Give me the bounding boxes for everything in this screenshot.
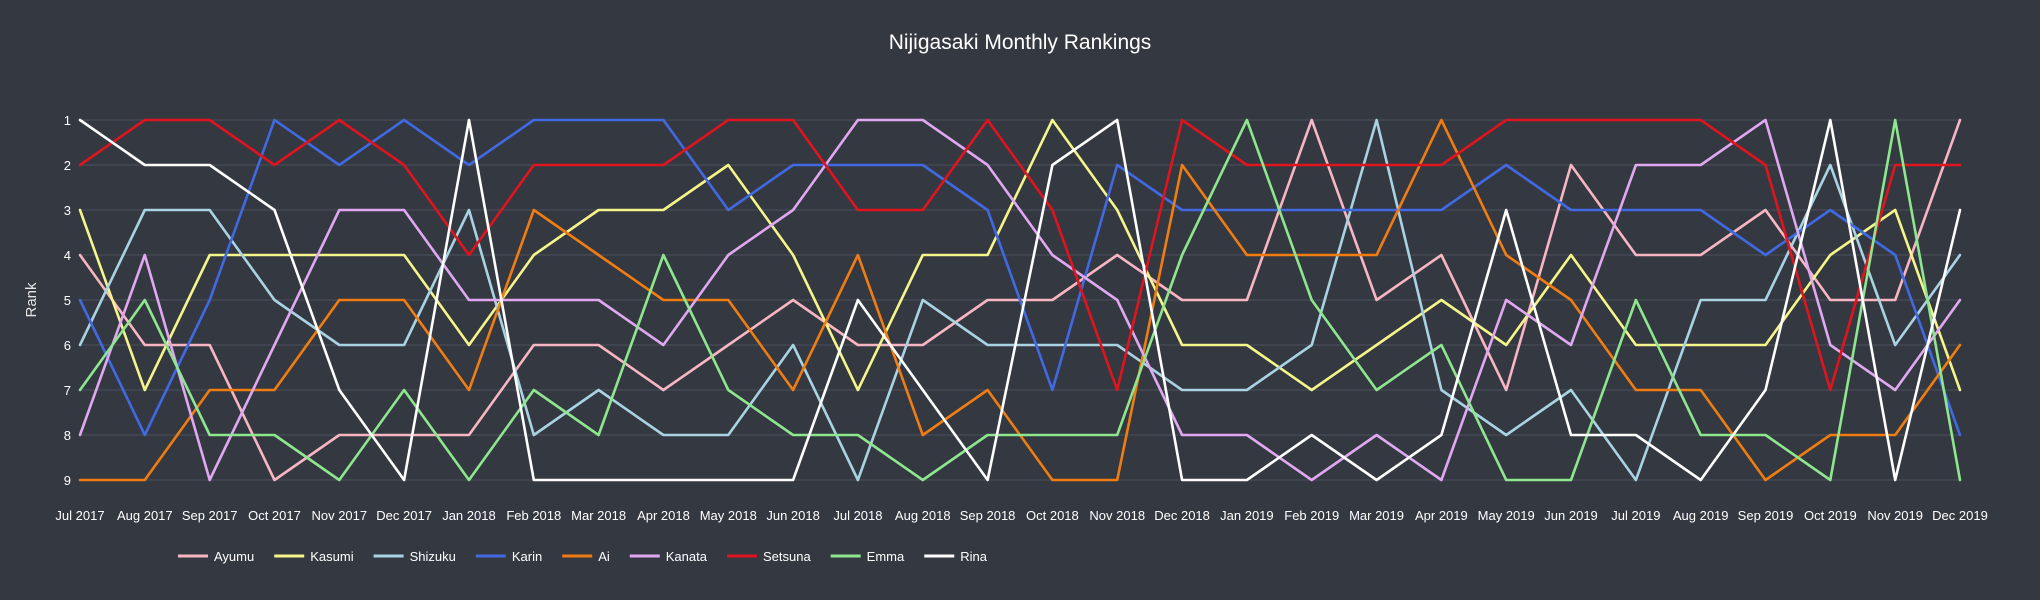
x-tick-label: Aug 2017 xyxy=(117,508,173,523)
series-line-kasumi xyxy=(78,118,1962,392)
legend-label-rina: Rina xyxy=(960,549,988,564)
x-tick-label: Mar 2019 xyxy=(1349,508,1404,523)
x-tick-label: May 2018 xyxy=(700,508,757,523)
x-tick-labels: Jul 2017 Aug 2017 Sep 2017 Oct 2017 Nov 2017… xyxy=(55,508,1987,523)
y-tick-label: 1 xyxy=(64,113,71,128)
series-lines xyxy=(78,118,1962,482)
x-tick-label: Nov 2019 xyxy=(1867,508,1923,523)
x-tick-label: Sep 2017 xyxy=(182,508,238,523)
legend-label-emma: Emma xyxy=(867,549,905,564)
series-line-shizuku xyxy=(78,118,1962,482)
x-tick-label: Apr 2019 xyxy=(1415,508,1468,523)
y-axis-label: Rank xyxy=(23,282,40,318)
x-tick-label: Jul 2018 xyxy=(833,508,882,523)
legend-label-setsuna: Setsuna xyxy=(763,549,811,564)
y-tick-label: 6 xyxy=(64,338,71,353)
chart-title: Nijigasaki Monthly Rankings xyxy=(889,31,1152,54)
x-tick-label: Aug 2019 xyxy=(1673,508,1729,523)
y-tick-label: 8 xyxy=(64,428,71,443)
x-tick-label: Aug 2018 xyxy=(895,508,951,523)
series-line-emma xyxy=(78,118,1962,482)
legend-label-ai: Ai xyxy=(598,549,610,564)
x-tick-label: Nov 2018 xyxy=(1089,508,1145,523)
series-line-karin xyxy=(78,118,1962,437)
legend-label-kanata: Kanata xyxy=(666,549,708,564)
x-tick-label: Jul 2017 xyxy=(55,508,104,523)
y-tick-label: 9 xyxy=(64,473,71,488)
y-tick-label: 3 xyxy=(64,203,71,218)
y-tick-label: 7 xyxy=(64,383,71,398)
x-tick-label: Jun 2019 xyxy=(1544,508,1598,523)
x-tick-label: Nov 2017 xyxy=(311,508,367,523)
x-tick-label: Feb 2019 xyxy=(1284,508,1339,523)
x-tick-label: May 2019 xyxy=(1478,508,1535,523)
x-tick-label: Mar 2018 xyxy=(571,508,626,523)
x-tick-label: Jul 2019 xyxy=(1611,508,1660,523)
series-line-setsuna xyxy=(78,118,1962,392)
x-tick-label: Dec 2019 xyxy=(1932,508,1988,523)
x-tick-label: Sep 2019 xyxy=(1738,508,1794,523)
x-tick-label: Apr 2018 xyxy=(637,508,690,523)
x-tick-label: Oct 2017 xyxy=(248,508,301,523)
x-tick-label: Feb 2018 xyxy=(506,508,561,523)
legend-label-ayumu: Ayumu xyxy=(214,549,254,564)
x-tick-label: Jan 2018 xyxy=(442,508,496,523)
series-line-kanata xyxy=(78,118,1962,482)
legend-label-shizuku: Shizuku xyxy=(410,549,456,564)
legend: Ayumu Kasumi Shizuku Karin Ai Kanata Setsuna Em… xyxy=(178,549,988,564)
x-tick-label: Sep 2018 xyxy=(960,508,1016,523)
y-tick-label: 2 xyxy=(64,158,71,173)
x-tick-label: Dec 2017 xyxy=(376,508,432,523)
x-tick-label: Oct 2018 xyxy=(1026,508,1079,523)
y-tick-label: 5 xyxy=(64,293,71,308)
x-tick-label: Oct 2019 xyxy=(1804,508,1857,523)
legend-label-karin: Karin xyxy=(512,549,542,564)
series-line-rina xyxy=(78,118,1962,482)
legend-label-kasumi: Kasumi xyxy=(310,549,353,564)
x-tick-label: Dec 2018 xyxy=(1154,508,1210,523)
x-tick-label: Jun 2018 xyxy=(766,508,820,523)
y-tick-labels: 1 2 3 4 5 6 7 8 9 xyxy=(64,113,71,488)
y-tick-label: 4 xyxy=(64,248,71,263)
x-tick-label: Jan 2019 xyxy=(1220,508,1274,523)
